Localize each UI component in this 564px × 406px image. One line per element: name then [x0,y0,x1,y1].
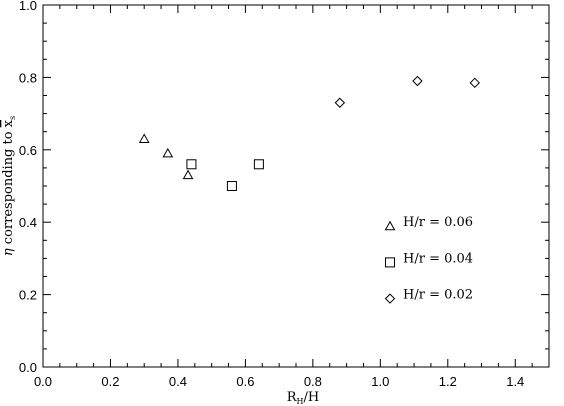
triangle-data-point [162,147,174,158]
x-axis-title: RH/H [287,390,320,406]
square-data-point [186,159,197,170]
x-axis-title-subscript: H [297,397,304,406]
plot-frame [42,4,550,368]
x-tick-label: 1.0 [371,374,389,389]
diamond-data-point [412,75,423,87]
legend: H/r = 0.06 H/r = 0.04 H/r = 0.02 [384,215,473,304]
diamond-data-point [469,77,480,89]
x-tick-label: 1.4 [506,374,524,389]
square-data-point [226,181,237,191]
y-tick-label: 0.6 [19,143,37,158]
legend-triangle-symbol [384,220,396,231]
y-tick-label: 1.0 [19,0,37,13]
y-axis-title-var: x [1,119,16,127]
x-tick-label: 0.4 [169,374,187,389]
x-tick-label: 0.2 [101,374,119,389]
x-tick-label: 0.0 [34,374,52,389]
x-axis-title-base: R [287,390,298,405]
triangle-data-point [138,133,150,143]
y-axis-title-subscript: s [8,116,17,120]
square-data-point [253,159,264,170]
data-markers [138,75,480,191]
x-tick-label: 0.8 [304,374,322,389]
legend-label: H/r = 0.04 [403,251,473,266]
diamond-data-point [334,97,346,108]
x-axis-title-rest: /H [304,390,320,405]
y-axis-title-greek: η [1,248,16,256]
legend-diamond-symbol [384,293,396,304]
y-tick-label: 0.2 [19,288,37,303]
x-tick-label: 0.6 [236,374,254,389]
y-axis-title-text: corresponding to [1,127,16,248]
legend-label: H/r = 0.02 [403,288,473,303]
y-tick-label: 0.0 [19,360,37,375]
legend-label: H/r = 0.06 [403,215,473,230]
tick-labels: 0.0 0.2 0.4 0.6 0.8 1.0 1.2 1.4 0.0 0.2 0.4 0.6 0.8 1… [19,0,524,389]
axis-ticks [42,4,550,368]
x-tick-label: 1.2 [439,374,457,389]
y-axis-title: η corresponding to xs [1,116,17,256]
triangle-data-point [182,169,194,180]
y-tick-label: 0.8 [19,70,37,85]
y-tick-label: 0.4 [19,215,37,230]
legend-square-symbol [385,257,395,268]
